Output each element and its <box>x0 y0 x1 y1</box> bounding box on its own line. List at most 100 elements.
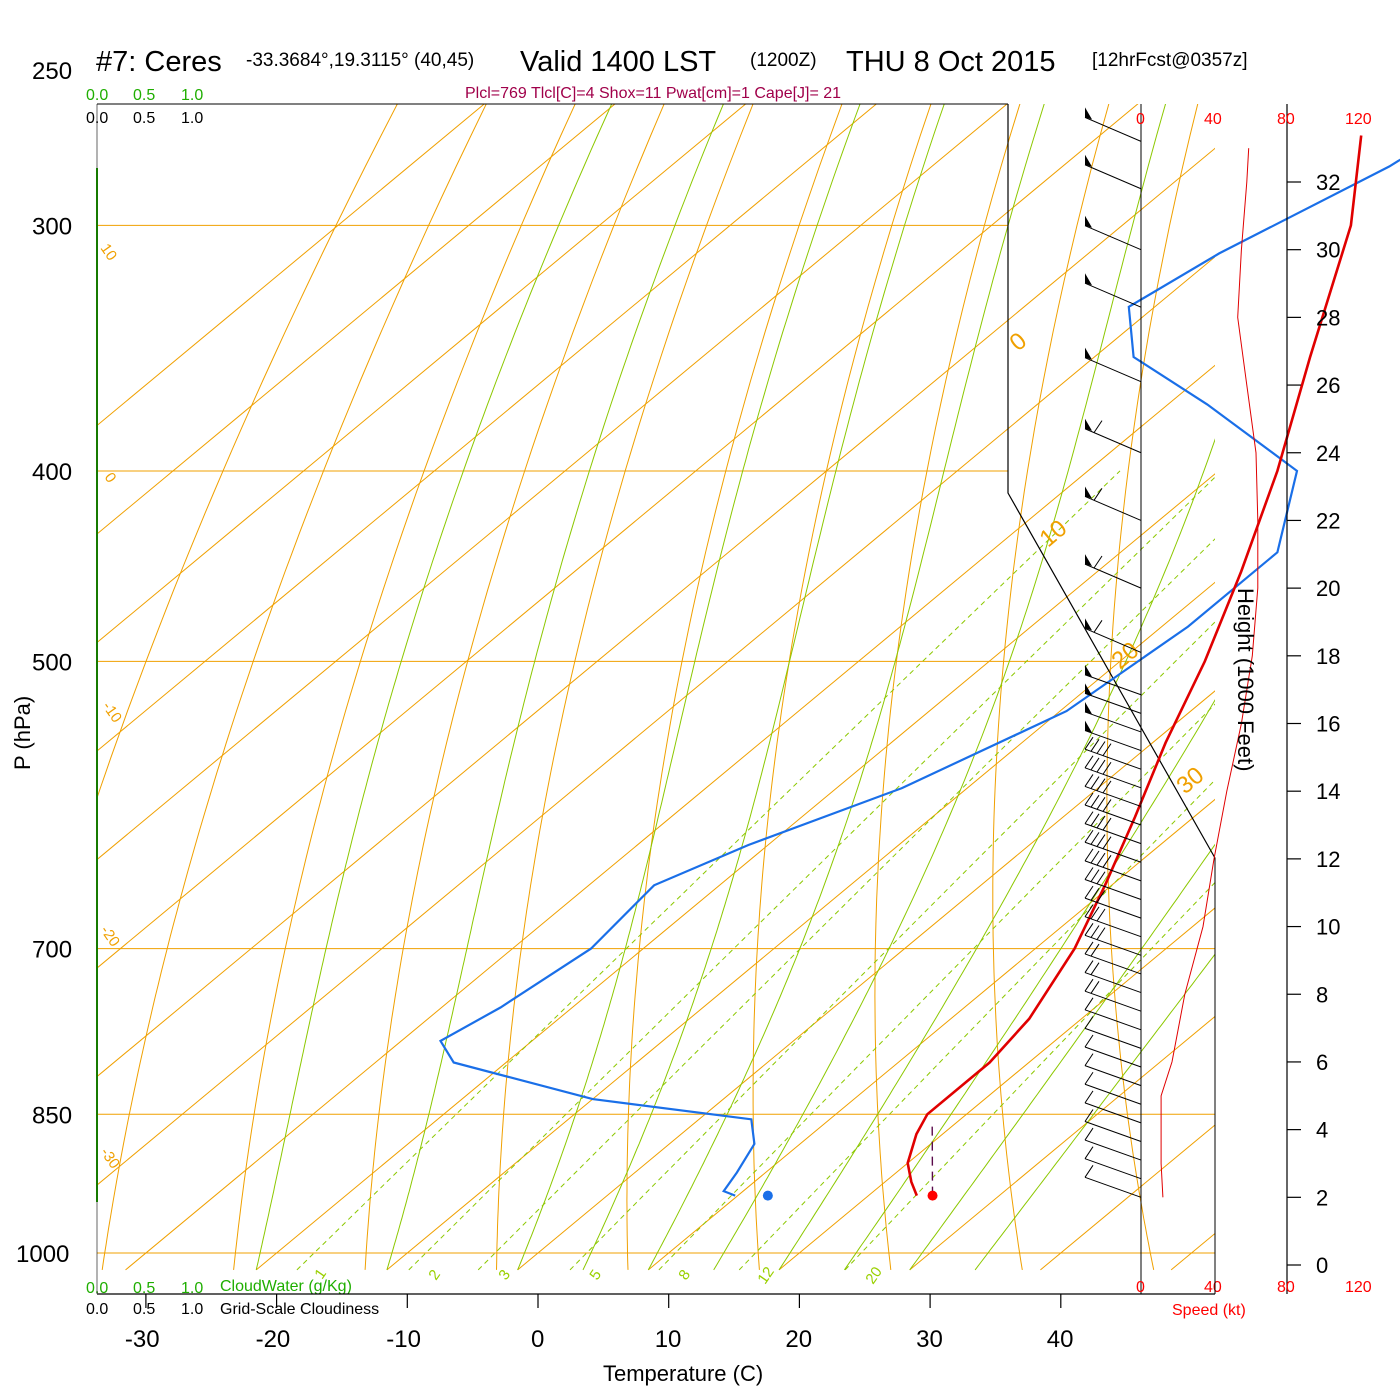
height-tick-label: 32 <box>1316 170 1340 195</box>
wind-barb-feather <box>1090 943 1100 957</box>
wind-barb-feather <box>1102 799 1112 812</box>
isobar-lines <box>97 224 1215 1254</box>
cloudiness-label: Grid-Scale Cloudiness <box>220 1301 379 1318</box>
isotherm--90 <box>97 104 747 644</box>
mixing-ratio-12 <box>738 779 1215 1271</box>
cloudiness-scale-top-1: 0.5 <box>133 110 155 127</box>
wind-barb-feather <box>1084 755 1094 769</box>
moist-adiabat <box>909 843 1215 1271</box>
surface-temperature-marker <box>927 1190 938 1201</box>
wind-barb-flag <box>1085 347 1092 360</box>
wind-barb-feather <box>1093 620 1103 633</box>
moist-adiabat <box>386 104 724 1271</box>
pressure-tick-label: 850 <box>32 1102 72 1129</box>
height-tick-label: 8 <box>1316 982 1328 1007</box>
utc-time: (1200Z) <box>750 50 817 71</box>
wind-barb-feather <box>1084 1016 1094 1029</box>
temperature-tick-label: 10 <box>655 1326 682 1353</box>
wind-barb-feather <box>1084 774 1094 787</box>
wind-barb <box>1084 495 1142 521</box>
wind-barb-flag <box>1085 418 1092 431</box>
moist-adiabat <box>713 104 1167 1271</box>
wind-barb <box>1084 953 1142 975</box>
wind-barb <box>1084 1120 1142 1142</box>
wind-barb-feather <box>1093 488 1103 501</box>
sounding-parameters: Plcl=769 Tlcl[C]=4 Shox=11 Pwat[cm]=1 Ca… <box>465 85 841 102</box>
wind-barb <box>1084 972 1142 994</box>
dry-adiabat <box>1106 104 1199 1270</box>
moist-adiabat <box>582 104 945 1271</box>
wind-barb-flag <box>1085 683 1092 696</box>
isotherm-label-left-1: 10 <box>97 241 120 264</box>
wind-barb-feather <box>1093 555 1103 569</box>
speed-tick-top: 0 <box>1136 111 1145 128</box>
wind-barb <box>1084 897 1142 919</box>
wind-barb <box>1084 1176 1142 1198</box>
wind-barb-feather <box>1090 850 1100 864</box>
isotherm-10 <box>648 798 1215 1271</box>
wind-barb-flag <box>1085 720 1092 733</box>
wind-barb-feather <box>1084 1146 1094 1159</box>
height-tick-label: 10 <box>1316 915 1340 940</box>
wind-barb <box>1084 841 1142 863</box>
wind-barb <box>1084 1083 1142 1105</box>
wind-barb <box>1084 879 1142 900</box>
wind-barbs <box>1084 107 1142 1198</box>
wind-barb-flag <box>1085 273 1092 286</box>
isotherm-label-right-1: 0 <box>1005 327 1033 356</box>
wind-barb <box>1084 1158 1142 1180</box>
wind-barb-feather <box>1084 848 1094 862</box>
wind-barb-feather <box>1102 761 1112 775</box>
isotherm--10 <box>386 581 1215 1271</box>
wind-barb <box>1084 785 1142 807</box>
isotherm-30 <box>909 1015 1215 1271</box>
isotherm--40 <box>97 256 1215 1186</box>
wind-barb-feather <box>1096 797 1106 810</box>
wind-barb-feather <box>1084 1071 1094 1085</box>
wind-barb-flag <box>1085 107 1092 120</box>
wind-barb-feather <box>1090 925 1100 938</box>
cloudiness-scale-bottom-1: 0.5 <box>133 1301 155 1318</box>
dry-adiabat <box>101 104 487 1270</box>
dry-adiabat <box>496 104 754 1270</box>
wind-barb <box>1084 934 1142 956</box>
mixing-ratio-3 <box>477 538 1215 1271</box>
wind-barb-feather <box>1084 923 1094 936</box>
pressure-tick-label: 250 <box>32 58 72 85</box>
cloudwater-scale-top-2: 1.0 <box>181 87 203 104</box>
height-tick-label: 22 <box>1316 508 1340 533</box>
wind-barb-flag <box>1085 154 1092 167</box>
wind-barb-flag <box>1085 664 1092 677</box>
temperature-tick-label: 0 <box>531 1326 544 1353</box>
wind-barb-feather <box>1084 1090 1094 1104</box>
wind-barb-feather <box>1084 978 1094 992</box>
wind-barb <box>1084 748 1142 770</box>
dry-adiabat <box>874 104 1021 1270</box>
wind-barb-feather <box>1096 778 1106 791</box>
wind-barb <box>1084 823 1142 845</box>
cloudiness-scale-bottom-0: 0.0 <box>86 1301 108 1318</box>
height-tick-label: 18 <box>1316 644 1340 669</box>
height-tick-label: 20 <box>1316 576 1340 601</box>
speed-axis-top: 0 40 80 120 <box>1136 111 1372 128</box>
wind-barb-flag <box>1085 554 1092 567</box>
speed-axis-bottom: 0 40 80 120 <box>1136 1279 1372 1296</box>
wind-barb-feather <box>1090 757 1100 771</box>
wind-speed-line <box>1160 148 1259 1198</box>
wind-barb <box>1084 164 1142 190</box>
wind-barb <box>1084 1009 1142 1031</box>
isotherm--80 <box>97 104 878 752</box>
wind-barb-feather <box>1084 1053 1094 1066</box>
isotherm-label-right-2: 10 <box>1035 515 1073 553</box>
temperature-tick-label: -20 <box>256 1326 291 1353</box>
wind-barb-feather <box>1084 1165 1094 1178</box>
surface-dewpoint-marker <box>762 1190 773 1201</box>
cloudwater-label: CloudWater (g/Kg) <box>220 1278 352 1295</box>
temperature-tick-label: -10 <box>386 1326 421 1353</box>
wind-barb-feather <box>1096 852 1106 866</box>
temperature-tick-label: 30 <box>916 1326 943 1353</box>
isotherm--50 <box>97 147 1215 1078</box>
wind-barb-feather <box>1090 832 1100 845</box>
